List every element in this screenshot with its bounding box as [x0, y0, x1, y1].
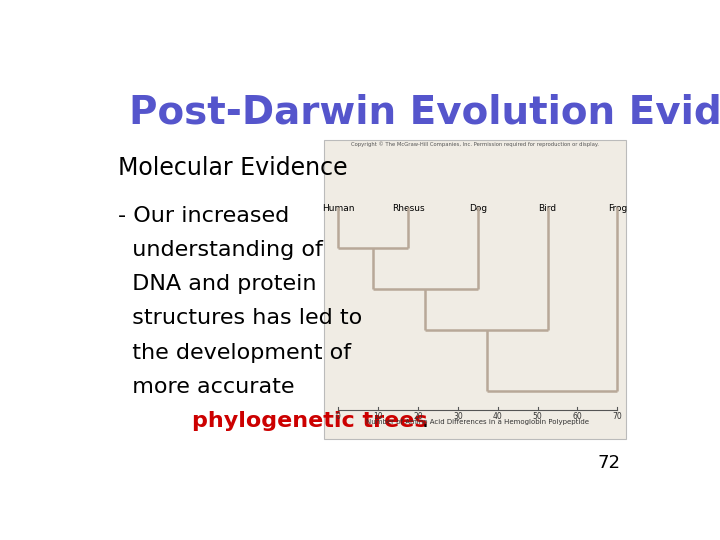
Text: Copyright © The McGraw-Hill Companies, Inc. Permission required for reproduction: Copyright © The McGraw-Hill Companies, I… [351, 141, 599, 147]
Text: Number of Amino Acid Differences in a Hemoglobin Polypeptide: Number of Amino Acid Differences in a He… [366, 419, 589, 425]
Text: Frog: Frog [608, 204, 627, 213]
Text: Rhesus: Rhesus [392, 204, 424, 213]
Bar [324, 140, 626, 439]
Text: Post-Darwin Evolution Evidence: Post-Darwin Evolution Evidence [129, 94, 720, 132]
Text: Human: Human [322, 204, 354, 213]
Text: 60: 60 [572, 411, 582, 421]
Text: more accurate: more accurate [118, 377, 294, 397]
Text: Dog: Dog [469, 204, 487, 213]
Text: the development of: the development of [118, 342, 351, 362]
Text: Bird: Bird [539, 204, 557, 213]
Text: - Our increased: - Our increased [118, 206, 289, 226]
Text: DNA and protein: DNA and protein [118, 274, 316, 294]
Text: 0: 0 [336, 411, 341, 421]
Text: structures has led to: structures has led to [118, 308, 362, 328]
Text: 70: 70 [613, 411, 622, 421]
Text: .: . [422, 411, 428, 431]
Text: 10: 10 [374, 411, 383, 421]
Text: 40: 40 [493, 411, 503, 421]
Text: 20: 20 [413, 411, 423, 421]
Text: 72: 72 [597, 454, 620, 472]
Text: 30: 30 [453, 411, 463, 421]
Text: Molecular Evidence: Molecular Evidence [118, 156, 348, 180]
Text: understanding of: understanding of [118, 240, 323, 260]
Text: 50: 50 [533, 411, 542, 421]
Text: phylogenetic trees: phylogenetic trees [192, 411, 428, 431]
